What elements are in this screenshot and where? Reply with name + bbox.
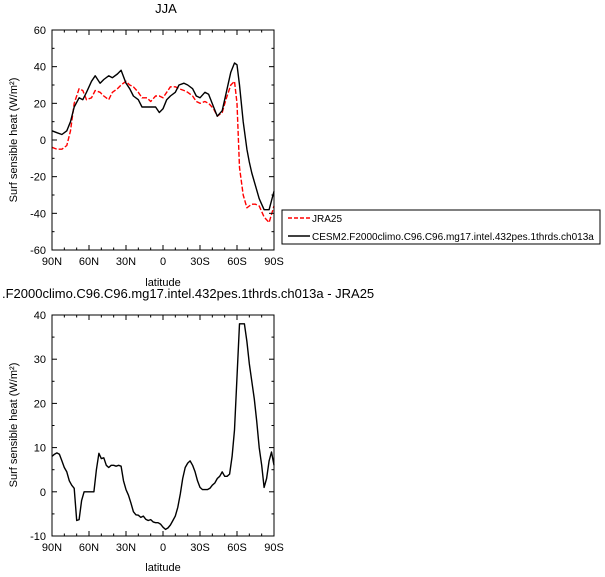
top-plot-x-tick-label: 30S bbox=[190, 256, 210, 268]
bottom-plot-y-tick-label: 40 bbox=[34, 310, 46, 322]
bottom-plot-y-tick-label: -10 bbox=[30, 531, 46, 543]
top-plot-y-tick-label: -60 bbox=[30, 245, 46, 257]
top-plot-title: JJA bbox=[155, 1, 177, 16]
bottom-plot-series-group bbox=[51, 323, 275, 531]
top-plot-x-axis-title: latitude bbox=[145, 277, 180, 289]
top-plot-y-axis-title: Surf sensible heat (W/m²) bbox=[8, 78, 20, 203]
bottom-plot-title: .F2000climo.C96.C96.mg17.intel.432pes.1t… bbox=[2, 286, 374, 301]
top-plot-y-tick-label: 0 bbox=[40, 135, 46, 147]
bottom-plot-frame bbox=[51, 314, 275, 537]
bottom-plot-x-tick-label: 60N bbox=[79, 542, 99, 554]
top-plot-x-tick-label: 30N bbox=[116, 256, 136, 268]
top-plot-y-tick-label: 40 bbox=[34, 62, 46, 74]
bottom-plot-x-tick-label: 60S bbox=[227, 542, 247, 554]
top-plot-x-tick-label: 90N bbox=[42, 256, 62, 268]
top-plot-series-group bbox=[51, 62, 275, 224]
legend-label-jra25: JRA25 bbox=[312, 214, 342, 225]
bottom-plot-x-tick-label: 0 bbox=[160, 542, 166, 554]
legend-box bbox=[281, 209, 601, 245]
top-plot-y-tick-label: -40 bbox=[30, 208, 46, 220]
top-plot-series-line-cesm2 bbox=[51, 62, 275, 211]
top-plot-y-ticks: -60 -40 -20 0 20 40 60 bbox=[30, 25, 274, 257]
bottom-plot-x-tick-label: 90N bbox=[42, 542, 62, 554]
top-plot-frame bbox=[51, 29, 275, 251]
bottom-plot-x-tick-label: 30S bbox=[190, 542, 210, 554]
top-plot-panel: JJA 90N 60N 30N 0 30S 60S 90S -60 -40 -20 0 20 40 60… bbox=[8, 1, 284, 289]
top-plot-y-tick-label: 20 bbox=[34, 98, 46, 110]
bottom-plot-series-line-difference bbox=[51, 323, 275, 531]
top-plot-y-tick-label: -20 bbox=[30, 172, 46, 184]
bottom-plot-y-tick-label: 30 bbox=[34, 354, 46, 366]
bottom-plot-y-axis-title: Surf sensible heat (W/m²) bbox=[8, 363, 20, 488]
bottom-plot-x-axis-title: latitude bbox=[145, 562, 180, 574]
bottom-plot-y-ticks: -10 0 10 20 30 40 bbox=[30, 310, 274, 543]
bottom-plot-x-ticks: 90N 60N 30N 0 30S 60S 90S bbox=[42, 315, 284, 554]
top-plot-y-tick-label: 60 bbox=[34, 25, 46, 37]
top-plot-x-tick-label: 0 bbox=[160, 256, 166, 268]
top-plot-x-ticks: 90N 60N 30N 0 30S 60S 90S bbox=[42, 30, 284, 268]
top-plot-x-tick-label: 60N bbox=[79, 256, 99, 268]
bottom-plot-y-tick-label: 20 bbox=[34, 398, 46, 410]
top-plot-x-tick-label: 90S bbox=[264, 256, 284, 268]
bottom-plot-y-tick-label: 0 bbox=[40, 487, 46, 499]
legend-label-cesm2: CESM2.F2000climo.C96.C96.mg17.intel.432p… bbox=[312, 232, 594, 243]
top-plot-series-line-jra25 bbox=[51, 80, 275, 224]
bottom-plot-x-tick-label: 30N bbox=[116, 542, 136, 554]
bottom-plot-x-tick-label: 90S bbox=[264, 542, 284, 554]
chart-legend: JRA25 CESM2.F2000climo.C96.C96.mg17.inte… bbox=[281, 209, 601, 245]
top-plot-x-tick-label: 60S bbox=[227, 256, 247, 268]
bottom-plot-y-tick-label: 10 bbox=[34, 443, 46, 455]
bottom-plot-panel: .F2000climo.C96.C96.mg17.intel.432pes.1t… bbox=[2, 286, 374, 574]
